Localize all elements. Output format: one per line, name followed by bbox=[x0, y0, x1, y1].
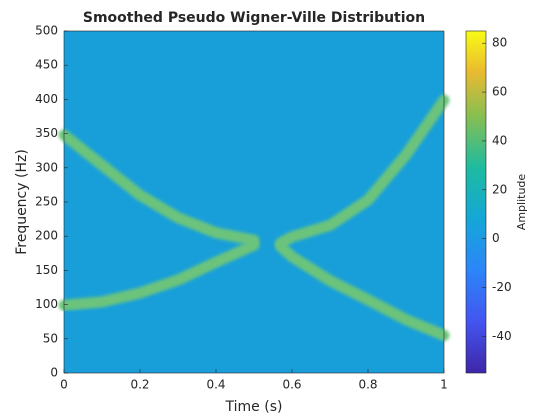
x-tick-label: 0 bbox=[60, 378, 68, 392]
y-tick-label: 100 bbox=[35, 297, 58, 311]
colorbar-tick-label: 40 bbox=[492, 133, 507, 147]
y-tick-label: 200 bbox=[35, 229, 58, 243]
colorbar-tick-label: 60 bbox=[492, 85, 507, 99]
ridge bbox=[275, 94, 450, 249]
chart-title: Smoothed Pseudo Wigner-Ville Distributio… bbox=[83, 10, 425, 26]
colorbar-label: Amplitude bbox=[515, 174, 528, 231]
colorbar-tick-label: 20 bbox=[492, 182, 507, 196]
plot-area bbox=[64, 31, 444, 373]
ridges bbox=[58, 94, 450, 341]
colorbar-tick-label: 0 bbox=[492, 231, 500, 245]
colorbar-tick-label: -40 bbox=[492, 329, 512, 343]
y-tick-label: 300 bbox=[35, 160, 58, 174]
colorbar-tick-label: 80 bbox=[492, 36, 507, 50]
ridge bbox=[58, 129, 260, 246]
x-tick-label: 0.2 bbox=[130, 378, 149, 392]
x-axis-label: Time (s) bbox=[225, 399, 283, 415]
x-tick-label: 0.8 bbox=[358, 378, 377, 392]
ridge bbox=[58, 239, 260, 311]
y-axis-label: Frequency (Hz) bbox=[14, 149, 30, 255]
y-tick-label: 500 bbox=[35, 24, 58, 38]
y-tick-label: 0 bbox=[50, 366, 58, 380]
colorbar-tick-label: -20 bbox=[492, 280, 512, 294]
y-tick-label: 350 bbox=[35, 126, 58, 140]
y-tick-label: 400 bbox=[35, 92, 58, 106]
x-tick-label: 0.4 bbox=[206, 378, 225, 392]
x-tick-label: 1 bbox=[440, 378, 448, 392]
y-tick-label: 250 bbox=[35, 195, 58, 209]
y-tick-label: 150 bbox=[35, 263, 58, 277]
y-tick-label: 50 bbox=[43, 331, 58, 345]
y-tick-label: 450 bbox=[35, 58, 58, 72]
x-tick-label: 0.6 bbox=[282, 378, 301, 392]
colorbar bbox=[465, 30, 487, 374]
ridge bbox=[275, 240, 450, 341]
